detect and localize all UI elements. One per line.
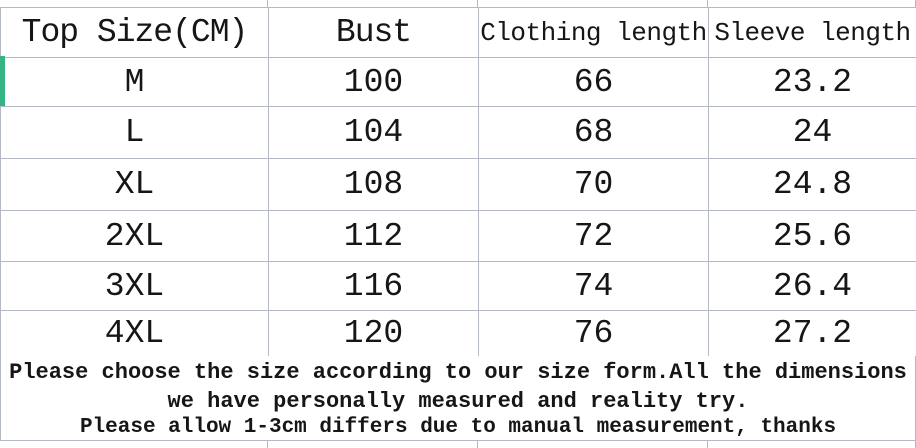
size-cell: M — [0, 57, 269, 107]
sleeve-length-cell: 27.2 — [708, 310, 916, 357]
column-header-bust: Bust — [268, 7, 479, 58]
clothing-length-cell: 66 — [478, 57, 709, 107]
clothing-length-cell: 74 — [478, 261, 709, 311]
bust-cell: 108 — [268, 158, 479, 211]
size-cell: 3XL — [0, 261, 269, 311]
column-header-sleeve-length: Sleeve length — [708, 7, 916, 58]
table-row: M 100 66 23.2 — [0, 57, 916, 107]
bust-cell: 104 — [268, 106, 479, 159]
size-table-body: M 100 66 23.2 L 104 68 24 XL 108 70 24.8 2XL 112 72 25.… — [0, 57, 916, 357]
row-selection-indicator — [0, 56, 5, 106]
sleeve-length-cell: 26.4 — [708, 261, 916, 311]
bust-cell: 112 — [268, 210, 479, 262]
gridline-tick — [477, 441, 478, 448]
sleeve-length-cell: 24.8 — [708, 158, 916, 211]
table-row: XL 108 70 24.8 — [0, 158, 916, 211]
bust-cell: 116 — [268, 261, 479, 311]
gridline-tick — [267, 441, 268, 448]
sleeve-length-cell: 25.6 — [708, 210, 916, 262]
column-header-top-size: Top Size(CM) — [0, 7, 269, 58]
table-row: 3XL 116 74 26.4 — [0, 261, 916, 311]
clothing-length-cell: 72 — [478, 210, 709, 262]
clothing-length-cell: 76 — [478, 310, 709, 357]
clothing-length-cell: 70 — [478, 158, 709, 211]
sleeve-length-cell: 24 — [708, 106, 916, 159]
bust-cell: 100 — [268, 57, 479, 107]
table-row: 4XL 120 76 27.2 — [0, 310, 916, 357]
table-row: 2XL 112 72 25.6 — [0, 210, 916, 262]
column-header-clothing-length: Clothing length — [478, 7, 709, 58]
size-cell: L — [0, 106, 269, 159]
bust-cell: 120 — [268, 310, 479, 357]
table-row: L 104 68 24 — [0, 106, 916, 159]
note-line: we have personally measured and reality … — [167, 388, 749, 414]
gridline-tick — [707, 441, 708, 448]
gridline-tick — [707, 0, 708, 7]
size-cell: 4XL — [0, 310, 269, 357]
note-line: Please allow 1-3cm differs due to manual… — [79, 415, 837, 439]
note-line: Please choose the size according to our … — [9, 359, 907, 385]
size-table-header: Top Size(CM) Bust Clothing length Sleeve… — [0, 7, 916, 58]
gridline-tick — [477, 0, 478, 7]
sleeve-length-cell: 23.2 — [708, 57, 916, 107]
size-cell: 2XL — [0, 210, 269, 262]
size-table: Top Size(CM) Bust Clothing length Sleeve… — [0, 7, 916, 357]
size-cell: XL — [0, 158, 269, 211]
size-notes: Please choose the size according to our … — [0, 356, 916, 441]
gridline-tick — [267, 0, 268, 7]
clothing-length-cell: 68 — [478, 106, 709, 159]
header-row: Top Size(CM) Bust Clothing length Sleeve… — [0, 7, 916, 58]
